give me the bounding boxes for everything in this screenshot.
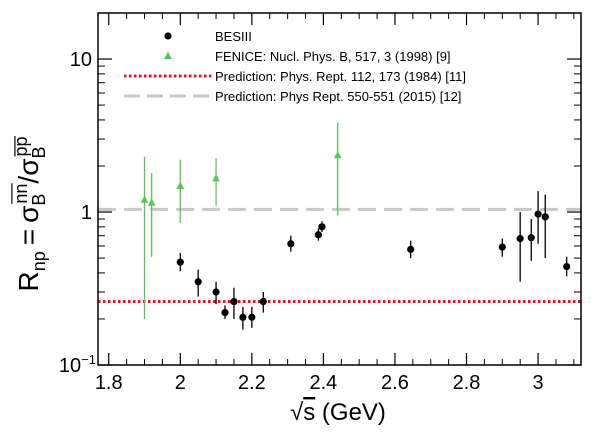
y-tick-label: 10 xyxy=(70,49,92,71)
x-tick-label: 2.2 xyxy=(238,372,266,394)
data-point xyxy=(176,258,184,266)
legend-entry: BESIII xyxy=(164,29,252,44)
data-point xyxy=(221,309,229,317)
data-point xyxy=(212,288,220,296)
data-point xyxy=(563,262,571,271)
svg-text:Rnp=σBn̅n̅/σBp̅p̅: Rnp=σBn̅n̅/σBp̅p̅ xyxy=(11,135,49,291)
y-axis-label: Rnp=σBn̅n̅/σBp̅p̅ xyxy=(11,135,49,291)
x-tick-label: 2 xyxy=(175,372,186,394)
x-tick-label: 2.8 xyxy=(453,372,481,394)
data-point xyxy=(516,235,524,243)
axis-ticks xyxy=(98,12,581,366)
data-point xyxy=(407,245,415,253)
legend-entry: Prediction: Phys. Rept. 112, 173 (1984) … xyxy=(124,69,466,84)
legend: BESIII FENICE: Nucl. Phys. B, 517, 3 (199… xyxy=(124,29,466,104)
y-tick-label: 1 xyxy=(81,202,92,224)
data-point xyxy=(534,210,542,218)
data-point xyxy=(248,313,256,321)
legend-entry: FENICE: Nucl. Phys. B, 517, 3 (1998) [9] xyxy=(164,49,451,64)
plot-frame xyxy=(97,12,582,366)
legend-marker xyxy=(164,32,172,40)
data-point xyxy=(527,234,535,242)
data-point xyxy=(239,313,247,321)
data-point xyxy=(318,223,326,231)
series-fenice xyxy=(140,122,342,319)
data-point xyxy=(140,195,149,203)
y-tick-label: 10−1 xyxy=(59,352,96,377)
data-point xyxy=(333,150,342,159)
tick-labels: 1.8 2 2.2 2.4 2.6 2.8 3 10 1 10−1 xyxy=(59,49,544,394)
data-point xyxy=(259,297,267,306)
x-tick-label: 3 xyxy=(533,372,544,394)
series-besiii xyxy=(176,191,571,330)
data-point xyxy=(287,240,295,248)
reference-lines xyxy=(98,207,581,304)
data-point xyxy=(176,181,185,189)
data-point xyxy=(230,297,238,306)
legend-label: FENICE: Nucl. Phys. B, 517, 3 (1998) [9] xyxy=(215,49,451,64)
data-point xyxy=(498,243,506,251)
x-tick-label: 1.8 xyxy=(95,372,123,394)
data-point xyxy=(541,213,549,221)
data-point xyxy=(147,198,156,206)
legend-label: BESIII xyxy=(215,29,252,44)
legend-label: Prediction: Phys Rept. 550-551 (2015) [1… xyxy=(215,89,461,104)
legend-entry: Prediction: Phys Rept. 550-551 (2015) [1… xyxy=(124,89,461,104)
data-marks xyxy=(140,122,571,330)
legend-label: Prediction: Phys. Rept. 112, 173 (1984) … xyxy=(215,69,466,84)
data-point xyxy=(212,173,220,182)
x-tick-label: 2.4 xyxy=(309,372,337,394)
data-point xyxy=(314,231,322,239)
x-tick-label: 2.6 xyxy=(381,372,409,394)
data-point xyxy=(194,278,202,286)
legend-marker xyxy=(164,51,172,59)
x-axis-label: √s (GeV) xyxy=(290,399,386,426)
